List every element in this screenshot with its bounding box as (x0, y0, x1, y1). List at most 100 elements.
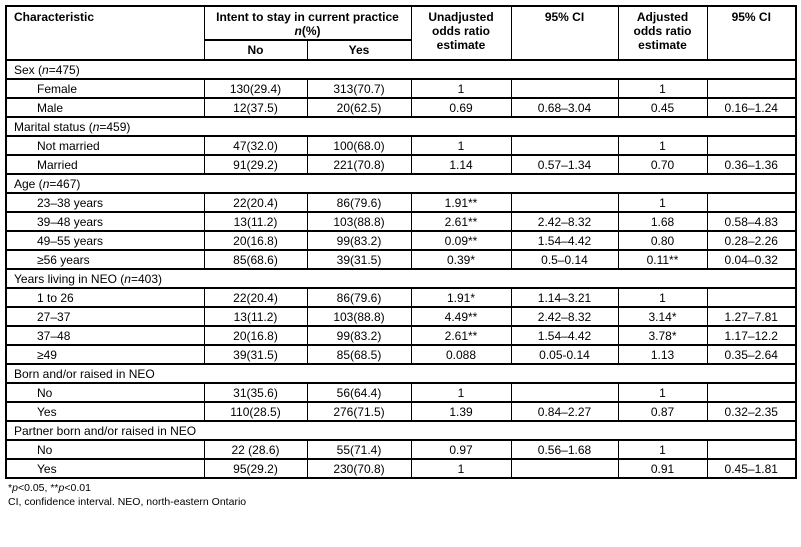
cell-uor: 0.39* (410, 249, 512, 271)
data-row: ≥49 39(31.5) 85(68.5) 0.088 0.05-0.14 1.13 0.3… (5, 344, 797, 366)
cell-ci2 (706, 135, 797, 157)
cell-uor: 2.61** (410, 325, 512, 347)
footnote-part: <0.05, ** (17, 482, 59, 495)
data-row: No 31(35.6) 56(64.4) 1 1 (5, 382, 797, 404)
cell-ci2 (706, 439, 797, 461)
cell-ci1: 0.57–1.34 (510, 154, 619, 176)
header-row-2: No Yes (6, 39, 796, 62)
cell-yes: 313(70.7) (306, 78, 412, 100)
cell-no: 20(16.8) (203, 325, 308, 347)
page: Characteristic Intent to stay in current… (5, 4, 801, 509)
cell-ci1 (510, 135, 619, 157)
cell-ci1: 0.68–3.04 (510, 97, 619, 119)
row-label: 23–38 years (5, 192, 205, 214)
cell-no: 39(31.5) (203, 344, 308, 366)
cell-no: 20(16.8) (203, 230, 308, 252)
cell-ci1 (510, 192, 619, 214)
section-title: Born and/or raised in NEO (5, 363, 797, 385)
cell-ci1: 0.84–2.27 (510, 401, 619, 423)
cell-ci1: 0.05-0.14 (510, 344, 619, 366)
cell-ci2: 1.27–7.81 (706, 306, 797, 328)
cell-uor: 0.088 (410, 344, 512, 366)
cell-yes: 99(83.2) (306, 230, 412, 252)
row-label: No (5, 439, 205, 461)
data-row: 1 to 26 22(20.4) 86(79.6) 1.91* 1.14–3.21 1 (5, 287, 797, 309)
footnote-part: * (8, 482, 13, 495)
table-header: Characteristic Intent to stay in current… (5, 4, 797, 62)
row-label: Yes (5, 401, 205, 423)
intent-group-line2: n(%) (209, 24, 407, 38)
section-row: Born and/or raised in NEO (5, 363, 797, 385)
cell-uor: 0.09** (410, 230, 512, 252)
data-row: 39–48 years 13(11.2) 103(88.8) 2.61** 2.42–8… (5, 211, 797, 233)
cell-aor: 0.80 (617, 230, 708, 252)
n-symbol: n (92, 119, 100, 134)
cell-ci2: 0.58–4.83 (706, 211, 797, 233)
cell-no: 13(11.2) (203, 306, 308, 328)
cell-ci2: 0.35–2.64 (706, 344, 797, 366)
cell-yes: 86(79.6) (306, 192, 412, 214)
cell-aor: 0.87 (617, 401, 708, 423)
cell-ci2 (706, 192, 797, 214)
cell-ci2: 0.45–1.81 (706, 458, 797, 480)
cell-aor: 1 (617, 287, 708, 309)
cell-aor: 1 (617, 135, 708, 157)
cell-no: 12(37.5) (203, 97, 308, 119)
cell-uor: 0.97 (410, 439, 512, 461)
data-row: No 22 (28.6) 55(71.4) 0.97 0.56–1.68 1 (5, 439, 797, 461)
row-label: Not married (5, 135, 205, 157)
n-symbol: n (42, 62, 49, 77)
cell-no: 22(20.4) (203, 287, 308, 309)
section-title: Sex (n=475) (5, 59, 797, 81)
section-row: Marital status (n=459) (5, 116, 797, 138)
cell-uor: 1 (410, 458, 512, 480)
col-header-ci-unadjusted: 95% CI (510, 4, 619, 62)
cell-no: 85(68.6) (203, 249, 308, 271)
intent-group-line1: Intent to stay in current practice (216, 10, 399, 24)
row-label: ≥49 (5, 344, 205, 366)
section-title: Partner born and/or raised in NEO (5, 420, 797, 442)
odds-ratio-table: Characteristic Intent to stay in current… (5, 4, 797, 480)
footnote-part: <0.01 (64, 482, 91, 495)
row-label: ≥56 years (5, 249, 205, 271)
data-row: 23–38 years 22(20.4) 86(79.6) 1.91** 1 (5, 192, 797, 214)
data-row: Female 130(29.4) 313(70.7) 1 1 (5, 78, 797, 100)
row-label: 37–48 (5, 325, 205, 347)
row-label: 39–48 years (5, 211, 205, 233)
cell-ci1: 2.42–8.32 (510, 211, 619, 233)
cell-yes: 86(79.6) (306, 287, 412, 309)
row-label: 27–37 (5, 306, 205, 328)
footnote-abbreviations: CI, confidence interval. NEO, north-east… (8, 495, 247, 508)
cell-yes: 103(88.8) (306, 211, 412, 233)
cell-uor: 1 (410, 382, 512, 404)
col-header-ci-adjusted: 95% CI (706, 4, 797, 62)
cell-no: 110(28.5) (203, 401, 308, 423)
cell-aor: 0.11** (617, 249, 708, 271)
cell-no: 22(20.4) (203, 192, 308, 214)
cell-ci1: 2.42–8.32 (510, 306, 619, 328)
cell-no: 22 (28.6) (203, 439, 308, 461)
cell-no: 95(29.2) (203, 458, 308, 480)
cell-ci1 (510, 458, 619, 480)
section-row: Sex (n=475) (5, 59, 797, 81)
cell-yes: 20(62.5) (306, 97, 412, 119)
cell-yes: 39(31.5) (306, 249, 412, 271)
footnotes: *p<0.05, **p<0.01 CI, confidence interva… (5, 482, 801, 509)
cell-aor: 1 (617, 439, 708, 461)
cell-ci1: 0.56–1.68 (510, 439, 619, 461)
row-label: Married (5, 154, 205, 176)
section-title: Age (n=467) (5, 173, 797, 195)
cell-ci2 (706, 382, 797, 404)
col-header-characteristic: Characteristic (5, 4, 205, 62)
p-symbol: p (58, 482, 65, 495)
section-row: Partner born and/or raised in NEO (5, 420, 797, 442)
col-header-adjusted-or: Adjusted odds ratio estimate (617, 4, 708, 62)
row-label: No (5, 382, 205, 404)
cell-yes: 85(68.5) (306, 344, 412, 366)
cell-uor: 1 (410, 78, 512, 100)
cell-ci1: 1.54–4.42 (510, 325, 619, 347)
cell-aor: 1 (617, 192, 708, 214)
data-row: 37–48 20(16.8) 99(83.2) 2.61** 1.54–4.42 3.78… (5, 325, 797, 347)
cell-aor: 0.91 (617, 458, 708, 480)
cell-no: 31(35.6) (203, 382, 308, 404)
